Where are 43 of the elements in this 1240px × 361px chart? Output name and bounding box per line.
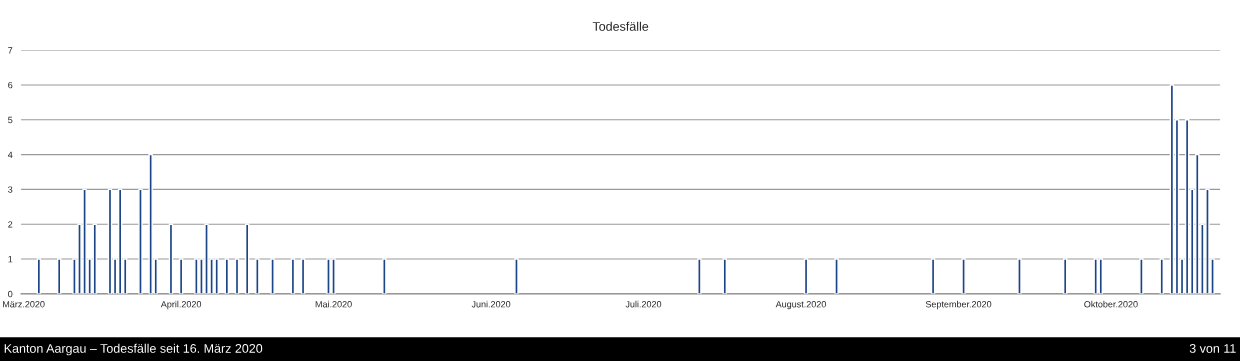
bar — [290, 258, 296, 294]
bar — [930, 258, 936, 294]
y-tick-label: 6 — [8, 81, 13, 89]
y-tick-label: 0 — [8, 290, 13, 298]
y-tick-label: 2 — [8, 221, 13, 228]
bar — [803, 258, 809, 294]
bar — [834, 258, 839, 294]
text: 3 von 11 — [1189, 344, 1236, 353]
bar — [1017, 258, 1022, 294]
x-tick-label: September.2020 — [925, 300, 992, 310]
text: Kanton Aargau – Todesfälle seit 16. März 2020 — [4, 343, 263, 356]
x-tick-label: Oktober.2020 — [1084, 300, 1138, 308]
x-tick-label: Juni.2020 — [471, 300, 511, 308]
y-tick-label: 4 — [7, 151, 13, 158]
bar — [56, 258, 62, 294]
bar — [270, 258, 275, 294]
bar — [255, 258, 260, 294]
x-tick-label: August.2020 — [775, 301, 826, 310]
y-tick-label: 3 — [8, 186, 13, 193]
bar — [382, 258, 387, 294]
chart-title: Todesfälle — [592, 21, 649, 31]
x-tick-label: Juli.2020 — [625, 300, 662, 308]
y-tick-label: 1 — [8, 256, 13, 263]
bar — [1159, 258, 1164, 294]
y-tick-label: 5 — [8, 116, 13, 124]
x-tick-label: März.2020 — [3, 301, 45, 308]
bar — [178, 258, 184, 294]
bar — [697, 258, 702, 294]
bar — [961, 258, 966, 294]
bar — [138, 188, 143, 294]
bar — [1139, 258, 1144, 294]
bar — [514, 258, 519, 294]
bar — [234, 258, 240, 294]
x-tick-label: April.2020 — [160, 300, 202, 310]
bar — [36, 258, 42, 294]
bar — [1169, 84, 1175, 294]
y-tick-label: 7 — [8, 47, 13, 54]
bar — [300, 258, 306, 294]
x-tick-label: Mai.2020 — [315, 300, 352, 308]
bar — [722, 258, 727, 294]
bar — [224, 258, 230, 294]
bar — [1184, 119, 1190, 294]
bar — [1062, 258, 1068, 294]
